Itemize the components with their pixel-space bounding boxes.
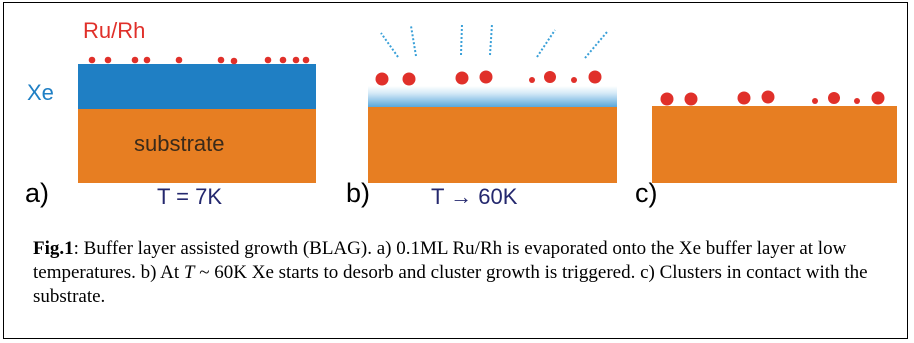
atom — [217, 56, 225, 64]
panel-label-a: a) — [25, 178, 50, 208]
cluster — [402, 72, 416, 86]
panel-label-c: c) — [635, 178, 658, 208]
xe-desorbing-layer-b — [368, 86, 617, 107]
cluster — [737, 91, 751, 105]
atom — [175, 56, 183, 64]
atom — [88, 56, 96, 64]
cluster — [588, 70, 602, 84]
atom — [264, 56, 272, 64]
atom — [230, 57, 238, 65]
temperature-a: T = 7K — [157, 184, 223, 209]
cluster — [684, 92, 698, 106]
cluster — [479, 70, 493, 84]
atom — [292, 56, 300, 64]
substrate-layer-b — [368, 107, 617, 183]
atom — [104, 56, 112, 64]
cluster — [812, 98, 818, 104]
cluster — [571, 77, 577, 83]
substrate-layer-c — [652, 106, 897, 183]
xe-buffer-layer-a — [78, 64, 316, 109]
atom — [279, 56, 287, 64]
cluster — [455, 71, 469, 85]
desorption-lines — [380, 23, 608, 59]
xe-label: Xe — [27, 80, 54, 105]
cluster — [375, 72, 389, 86]
cluster — [871, 91, 885, 105]
caption-t-symbol: T — [183, 262, 195, 283]
substrate-layer-a — [78, 109, 316, 183]
atom — [143, 56, 151, 64]
substrate-label: substrate — [134, 131, 225, 156]
cluster — [761, 90, 775, 104]
caption-fig-label: Fig.1 — [33, 238, 74, 259]
ru-rh-label: Ru/Rh — [83, 18, 146, 43]
atom — [302, 56, 310, 64]
caption-text-2: ~ 60K Xe starts to desorb and cluster gr… — [33, 262, 868, 307]
temperature-b: T → 60K — [431, 184, 518, 209]
panel-label-b: b) — [346, 178, 371, 208]
caption-text-1: : Buffer layer assisted growth (BLAG). a… — [33, 238, 847, 283]
figure-caption: Fig.1: Buffer layer assisted growth (BLA… — [33, 237, 895, 309]
atom — [131, 56, 139, 64]
cluster — [660, 92, 674, 106]
cluster — [544, 71, 556, 83]
cluster — [854, 98, 860, 104]
cluster — [828, 92, 840, 104]
cluster — [529, 77, 535, 83]
